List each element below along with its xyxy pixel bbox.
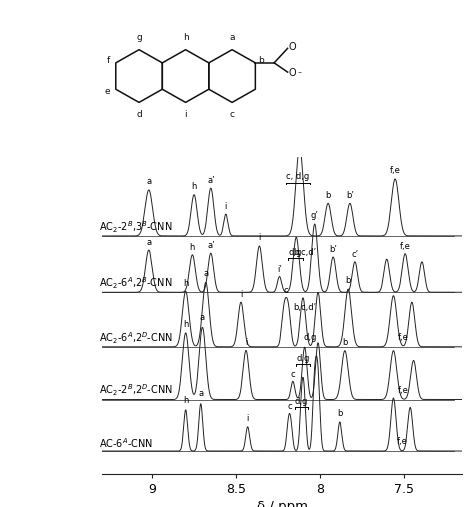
Text: i: i — [225, 202, 227, 211]
Text: f: f — [107, 56, 110, 65]
Text: O: O — [289, 42, 297, 52]
Text: a: a — [146, 238, 151, 247]
Text: a: a — [200, 313, 205, 322]
Text: b: b — [342, 338, 347, 347]
Text: g’: g’ — [311, 211, 319, 220]
Text: b: b — [337, 409, 343, 418]
Text: a: a — [203, 269, 209, 278]
Text: i: i — [240, 289, 242, 299]
Text: i: i — [184, 110, 187, 119]
Text: b,c,d’: b,c,d’ — [293, 248, 316, 257]
Text: h: h — [183, 396, 188, 405]
Text: $^-$: $^-$ — [296, 70, 303, 76]
Text: i’: i’ — [277, 265, 282, 274]
Text: f,e: f,e — [398, 333, 409, 342]
Text: b: b — [258, 56, 264, 65]
Text: c’: c’ — [351, 250, 358, 260]
Text: i: i — [246, 414, 249, 423]
Text: O: O — [289, 68, 297, 78]
Text: e: e — [105, 87, 110, 96]
X-axis label: δ / ppm: δ / ppm — [256, 500, 308, 507]
Text: b: b — [326, 191, 331, 200]
Text: b’: b’ — [346, 191, 354, 200]
Text: h: h — [183, 319, 188, 329]
Text: a’: a’ — [207, 241, 215, 250]
Text: a: a — [229, 33, 235, 42]
Text: g: g — [136, 33, 142, 42]
Text: AC$_2$-2$^B$,2$^D$-CNN: AC$_2$-2$^B$,2$^D$-CNN — [99, 383, 173, 399]
Text: d,g: d,g — [304, 333, 317, 342]
Text: b,c,d’: b,c,d’ — [293, 303, 316, 312]
Text: AC$_2$-2$^B$,3$^B$-CNN: AC$_2$-2$^B$,3$^B$-CNN — [99, 219, 172, 235]
Text: c: c — [291, 370, 295, 379]
Text: AC$_2$-6$^A$,2$^D$-CNN: AC$_2$-6$^A$,2$^D$-CNN — [99, 330, 173, 346]
Text: a’: a’ — [207, 175, 215, 185]
Text: b’: b’ — [329, 245, 337, 254]
Text: c: c — [229, 110, 235, 119]
Text: d: d — [136, 110, 142, 119]
Text: h: h — [182, 33, 189, 42]
Text: c: c — [284, 286, 289, 295]
Text: f,e: f,e — [390, 166, 401, 175]
Text: d,g: d,g — [289, 248, 302, 257]
Text: f,e: f,e — [396, 438, 407, 447]
Text: h: h — [190, 243, 195, 252]
Text: d,g: d,g — [295, 397, 308, 406]
Text: c, d,g: c, d,g — [286, 172, 310, 182]
Text: b: b — [346, 276, 351, 285]
Text: AC-6$^A$-CNN: AC-6$^A$-CNN — [99, 436, 153, 450]
Text: f,e: f,e — [400, 242, 410, 250]
Text: a: a — [146, 177, 151, 186]
Text: i: i — [245, 338, 247, 347]
Text: d,g: d,g — [296, 354, 310, 363]
Text: a: a — [198, 389, 203, 399]
Text: c: c — [287, 402, 292, 411]
Text: h: h — [183, 279, 188, 287]
Text: i: i — [258, 233, 261, 242]
Text: AC$_2$-6$^A$,2$^B$-CNN: AC$_2$-6$^A$,2$^B$-CNN — [99, 275, 172, 291]
Text: f,e: f,e — [398, 386, 409, 395]
Text: h: h — [191, 182, 197, 191]
